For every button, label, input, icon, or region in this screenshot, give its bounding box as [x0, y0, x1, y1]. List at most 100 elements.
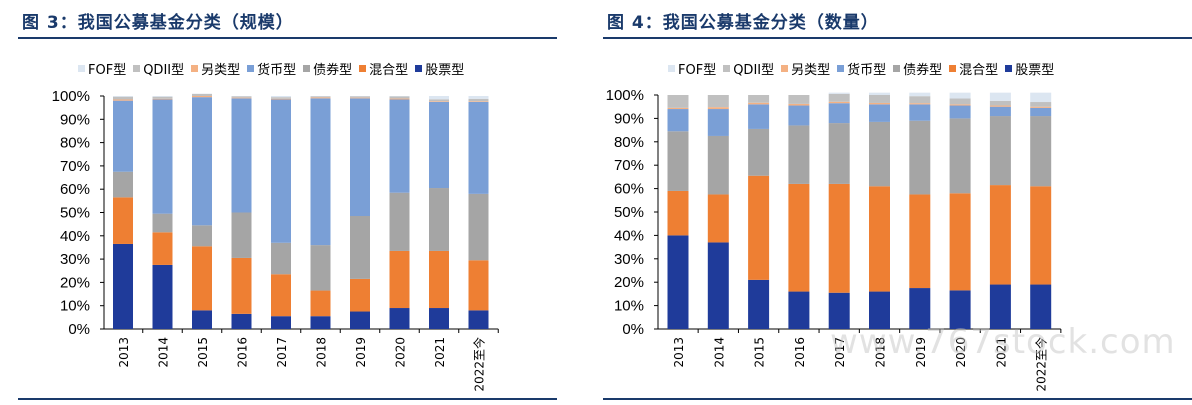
bar-segment-equity: [828, 292, 850, 329]
bar-segment-bond: [271, 242, 291, 275]
bar-segment-mixed: [429, 250, 449, 309]
x-tick-label: 2019: [914, 337, 928, 368]
x-tick-label: 2015: [196, 337, 210, 368]
bar-segment-bond: [989, 116, 1011, 186]
legend-item-mixed: 混合型: [949, 59, 998, 78]
legend-label: 债券型: [313, 63, 353, 78]
bar-segment-qdii: [429, 99, 449, 102]
legend-item-money-market: 货币型: [247, 59, 296, 78]
x-tick-label: 2015: [753, 337, 767, 368]
bar-segment-alternative: [667, 107, 689, 110]
legend-item-qdii: QDII型: [133, 59, 184, 78]
chart-title: 图 3：我国公募基金分类（规模）: [22, 13, 294, 33]
bar-segment-fof: [1030, 92, 1052, 103]
x-tick-label: 2019: [354, 337, 368, 368]
bar-segment-fof: [949, 92, 971, 99]
bar-segment-mixed: [113, 197, 133, 244]
bar-segment-equity: [748, 279, 770, 329]
bar-segment-mixed: [389, 250, 410, 309]
y-tick-label: 80%: [60, 135, 90, 152]
x-tick-label: 2020: [954, 337, 968, 368]
bar-segment-qdii: [468, 98, 489, 102]
bar-segment-equity: [429, 308, 449, 329]
x-tick-label: 2018: [315, 337, 329, 368]
bar-segment-qdii: [788, 95, 810, 104]
legend-swatch: [837, 65, 845, 72]
stacked-bar-chart: 0% 10% 20% 30% 40% 50% 60% 70% 80% 90% 100% 2013 201…: [606, 87, 1062, 392]
bar-segment-mixed: [989, 185, 1011, 285]
bar-segment-fof: [468, 96, 489, 99]
y-tick-label: 0%: [68, 321, 90, 338]
bar-segment-money-market: [1030, 107, 1052, 117]
legend-swatch: [781, 65, 789, 72]
bar-segment-money-market: [192, 97, 212, 226]
stacked-bar-chart: 0% 10% 20% 30% 40% 50% 60% 70% 80% 90% 100% 2013 201…: [52, 88, 499, 392]
bar-segment-qdii: [310, 96, 331, 98]
y-tick-label: 30%: [60, 251, 90, 268]
bar-segment-alternative: [113, 99, 133, 101]
bar-segment-fof: [869, 92, 890, 95]
bar-segment-bond: [748, 128, 770, 176]
y-tick-label: 60%: [60, 181, 90, 198]
bar-segment-fof: [828, 92, 850, 94]
legend-swatch: [359, 65, 367, 72]
bar-segment-bond: [113, 171, 133, 198]
bar-segment-money-market: [468, 101, 489, 194]
chart-title: 图 4：我国公募基金分类（数量）: [607, 13, 879, 33]
bar-segment-bond: [468, 193, 489, 261]
bar-segment-money-market: [350, 98, 370, 216]
bar-segment-alternative: [788, 103, 810, 106]
bar-segment-qdii: [869, 95, 890, 103]
legend-swatch: [191, 65, 199, 72]
y-tick-label: 40%: [614, 227, 644, 244]
bar-segment-qdii: [271, 97, 291, 99]
bar-segment-mixed: [909, 194, 931, 289]
legend-label: 混合型: [369, 63, 409, 78]
bar-segment-money-market: [989, 106, 1011, 117]
bar-segment-money-market: [113, 100, 133, 172]
legend-swatch: [415, 65, 423, 72]
bar-segment-bond: [788, 125, 810, 184]
chart-legend: FOF型 QDII型 另类型 货币型 债券型 混合型 股票型: [668, 59, 1061, 78]
legend-item-equity: 股票型: [415, 59, 464, 78]
bar-segment-equity: [869, 291, 890, 329]
legend-item-fof: FOF型: [668, 59, 716, 78]
title-divider: [603, 37, 1192, 39]
legend-label: FOF型: [678, 63, 717, 78]
bar-segment-bond: [828, 123, 850, 184]
x-tick-label: 2017: [275, 337, 289, 368]
bar-segment-bond: [909, 120, 931, 195]
bar-segment-money-market: [310, 98, 331, 246]
x-tick-label: 2016: [236, 337, 250, 368]
bar-segment-money-market: [869, 104, 890, 122]
bar-segment-alternative: [909, 103, 931, 105]
bar-segment-bond: [152, 213, 173, 233]
bar-segment-alternative: [271, 98, 291, 100]
y-tick-label: 80%: [614, 134, 644, 151]
y-tick-label: 50%: [60, 205, 90, 222]
legend-label: QDII型: [733, 63, 775, 78]
bar-segment-bond: [707, 135, 729, 195]
legend-label: FOF型: [88, 63, 127, 78]
bottom-divider: [603, 398, 1192, 400]
bar-segment-equity: [949, 290, 971, 329]
bar-segment-alternative: [989, 105, 1011, 107]
x-tick-label: 2022至今: [472, 337, 487, 392]
y-tick-label: 0%: [622, 321, 644, 338]
bar-segment-money-market: [909, 104, 931, 121]
bar-segment-bond: [231, 212, 252, 258]
legend-swatch: [247, 65, 255, 72]
legend-swatch: [78, 65, 85, 72]
legend-item-mixed: 混合型: [359, 59, 408, 78]
bar-segment-alternative: [949, 104, 971, 106]
bar-segment-alternative: [152, 98, 173, 100]
bar-segment-qdii: [113, 96, 133, 100]
bar-segment-bond: [350, 215, 370, 279]
legend-item-fof: FOF型: [78, 59, 126, 78]
bar-segment-bond: [310, 245, 331, 291]
bar-segment-money-market: [828, 103, 850, 124]
bar-segment-money-market: [429, 101, 449, 189]
bar-segment-equity: [389, 308, 410, 329]
legend-label: 混合型: [959, 63, 999, 78]
bar-segment-money-market: [231, 98, 252, 213]
